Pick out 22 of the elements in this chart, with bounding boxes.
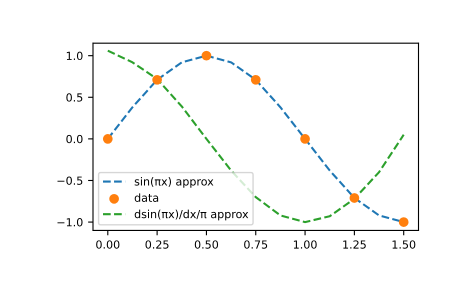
y-tick-label: −0.5 [57, 176, 82, 185]
x-tick-label: 1.00 [294, 240, 317, 249]
point [350, 193, 360, 203]
x-tick-label: 0.25 [145, 240, 169, 249]
legend-label: sin(πx) approx [134, 177, 214, 188]
point [300, 134, 310, 144]
point [102, 134, 113, 144]
y-tick-label: 0.5 [66, 93, 82, 102]
y-tick-label: 1.0 [66, 52, 83, 60]
x-tick-label: 0.00 [96, 240, 120, 249]
x-tick-label: 1.25 [343, 240, 366, 249]
point [202, 50, 212, 61]
point [250, 74, 261, 85]
x-tick-label: 1.50 [392, 240, 416, 249]
y-tick-label: −1.0 [57, 218, 83, 226]
x-tick-label: 0.50 [194, 240, 218, 249]
x-tick-label: 0.75 [244, 240, 268, 249]
legend-label: dsin(πx)/dx/π approx [134, 210, 248, 220]
y-tick-label: 0.0 [66, 134, 83, 144]
point [398, 217, 409, 227]
legend-label: data [134, 193, 158, 202]
point [152, 74, 162, 85]
